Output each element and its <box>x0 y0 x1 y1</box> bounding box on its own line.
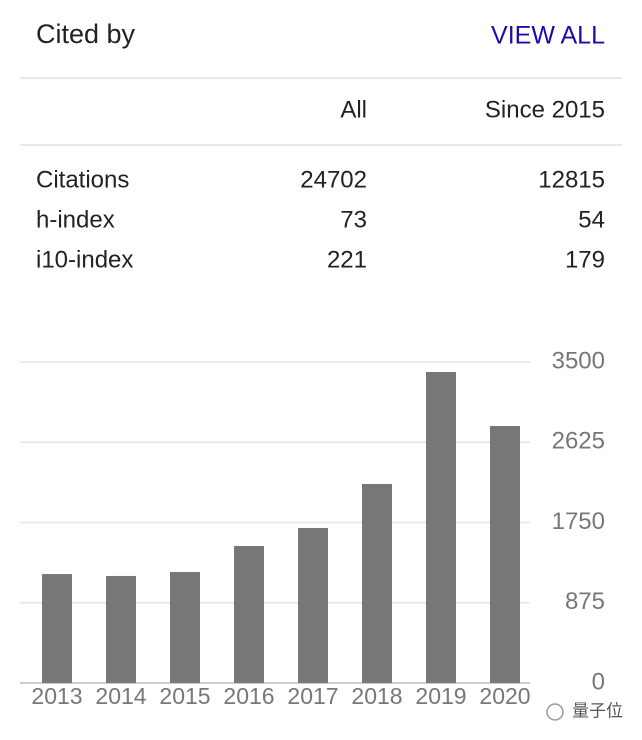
metric-value: 24702 <box>300 166 367 193</box>
y-tick-label: 2625 <box>552 428 605 455</box>
watermark-icon <box>546 703 564 721</box>
bar <box>234 545 264 683</box>
x-tick-label: 2015 <box>159 683 210 709</box>
bar <box>106 575 136 683</box>
x-tick-label: 2014 <box>95 683 146 709</box>
x-tick-label: 2017 <box>287 683 338 709</box>
column-header: Since 2015 <box>485 96 605 123</box>
y-tick-label: 3500 <box>552 347 605 374</box>
x-tick-label: 2019 <box>415 683 466 709</box>
metric-label: h-index <box>36 206 115 233</box>
y-tick-label: 0 <box>592 668 605 695</box>
bar <box>490 426 520 683</box>
bar <box>298 528 328 683</box>
bar <box>362 483 392 683</box>
watermark: 量子位 <box>572 701 623 720</box>
metric-value: 221 <box>327 246 367 273</box>
metric-value: 179 <box>565 246 605 273</box>
view-all-link[interactable]: VIEW ALL <box>491 22 605 50</box>
y-tick-label: 875 <box>565 588 605 615</box>
metric-label: Citations <box>36 166 129 193</box>
x-tick-label: 2013 <box>31 683 82 709</box>
metric-value: 12815 <box>538 166 605 193</box>
widget-title: Cited by <box>36 19 136 49</box>
metric-value: 54 <box>578 206 605 233</box>
metric-label: i10-index <box>36 246 133 273</box>
y-tick-label: 1750 <box>552 508 605 535</box>
bar <box>170 572 200 683</box>
column-header: All <box>340 96 367 123</box>
x-tick-label: 2020 <box>479 683 530 709</box>
metric-value: 73 <box>340 206 367 233</box>
x-tick-label: 2016 <box>223 683 274 709</box>
bar <box>42 574 72 683</box>
bar <box>426 371 456 683</box>
x-tick-label: 2018 <box>351 683 402 709</box>
